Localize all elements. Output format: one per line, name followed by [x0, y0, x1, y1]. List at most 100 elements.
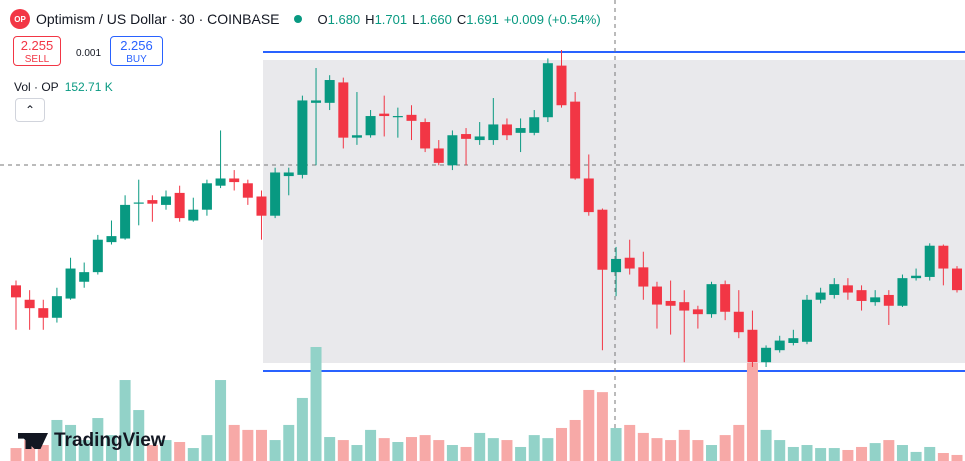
candle-body — [829, 284, 840, 295]
candle-body — [51, 296, 62, 318]
range-box — [263, 60, 965, 363]
volume-bar — [760, 429, 772, 461]
volume-bar — [924, 446, 936, 461]
volume-bar — [37, 445, 49, 461]
volume-bar — [269, 440, 281, 461]
volume-bar — [937, 453, 949, 461]
collapse-button[interactable]: ⌃ — [15, 98, 45, 122]
logo-mark — [18, 433, 48, 449]
volume-bar — [528, 435, 540, 461]
volume-bar — [787, 446, 799, 461]
candle-body — [106, 236, 117, 243]
candle-body — [761, 347, 772, 363]
candle-body — [188, 209, 199, 221]
logo: TradingView — [18, 430, 166, 452]
candle-body — [161, 196, 172, 205]
ohlc-item: C1.691 — [457, 12, 499, 27]
volume-bar — [719, 435, 731, 461]
candle-body — [733, 311, 744, 333]
candle-body — [665, 300, 676, 306]
volume-bar — [365, 429, 377, 461]
sell-button[interactable]: 2.255 SELL — [13, 36, 61, 66]
volume-bar — [201, 435, 213, 461]
volume-bar — [310, 347, 322, 461]
symbol-title[interactable]: Optimism / US Dollar · 30 · COINBASE — [36, 11, 280, 27]
volume-bar — [10, 448, 22, 461]
volume-bar — [419, 435, 431, 461]
volume-bar — [678, 429, 690, 461]
buy-button[interactable]: 2.256 BUY — [110, 36, 163, 66]
candle-body — [92, 239, 103, 273]
candle-body — [870, 297, 881, 303]
volume-bar — [133, 410, 145, 461]
candle-body — [133, 202, 144, 204]
candle-body — [883, 294, 894, 306]
candle-body — [379, 113, 390, 117]
volume-bar — [242, 429, 254, 461]
candle-body — [65, 268, 76, 299]
change: +0.009 (+0.54%) — [503, 11, 601, 27]
volume-bar — [119, 380, 131, 461]
volume-bar — [869, 443, 881, 461]
volume-bar — [515, 446, 527, 461]
candle-body — [24, 299, 35, 309]
volume-bar — [910, 451, 922, 461]
candle-body — [515, 128, 526, 133]
candle-body — [570, 101, 581, 179]
candle-body — [338, 82, 349, 138]
candle-body — [611, 258, 622, 273]
volume-bar — [556, 427, 568, 461]
volume-bar — [665, 440, 677, 461]
volume-bar — [24, 440, 36, 461]
candle-body — [638, 267, 649, 287]
candle-body — [79, 272, 90, 282]
candle-body — [501, 124, 512, 136]
logo-text: TradingView — [54, 430, 166, 451]
volume-bar — [801, 445, 813, 461]
candle-body — [856, 290, 867, 301]
candle-body — [147, 200, 158, 204]
candle-body — [651, 286, 662, 305]
volume-bar — [706, 445, 718, 461]
candle-body — [351, 135, 362, 138]
volume-bar — [856, 446, 868, 461]
candle-body — [938, 245, 949, 269]
candle-body — [542, 63, 553, 118]
volume-bar — [774, 440, 786, 461]
sell-price: 2.255 — [20, 38, 54, 53]
candle-body — [283, 172, 294, 177]
volume-bar — [446, 445, 458, 461]
sell-label: SELL — [24, 54, 50, 65]
volume-bar — [501, 440, 513, 461]
volume-label: Vol · OP — [14, 80, 59, 94]
candle-body — [529, 117, 540, 133]
ohlc-label: H — [365, 11, 375, 27]
volume-bar — [637, 432, 649, 461]
ohlc-value: 1.660 — [419, 11, 452, 27]
volume-bar — [324, 437, 336, 461]
candle-body — [583, 178, 594, 213]
volume-bar — [487, 438, 499, 461]
volume-bar — [337, 440, 349, 461]
volume-bar — [351, 445, 363, 461]
candle-body — [706, 284, 717, 315]
ohlc-item: H1.701 — [365, 12, 407, 27]
volume-bar — [187, 448, 199, 461]
volume-bar — [842, 449, 854, 461]
volume-bar — [624, 424, 636, 461]
volume-bar — [460, 446, 472, 461]
volume-bar — [542, 438, 554, 461]
spread: 0.001 — [76, 48, 102, 59]
buy-price: 2.256 — [120, 38, 153, 53]
volume-bar — [215, 380, 227, 461]
candle-body — [229, 178, 240, 183]
candle-body — [897, 278, 908, 306]
status-dot — [293, 15, 302, 23]
candle-body — [624, 257, 635, 269]
candle-body — [11, 285, 21, 298]
candle-body — [38, 308, 49, 318]
volume-bar — [160, 440, 172, 461]
candle-body — [801, 299, 812, 342]
ohlc-value: 1.680 — [327, 11, 361, 27]
volume-bar — [255, 429, 267, 461]
